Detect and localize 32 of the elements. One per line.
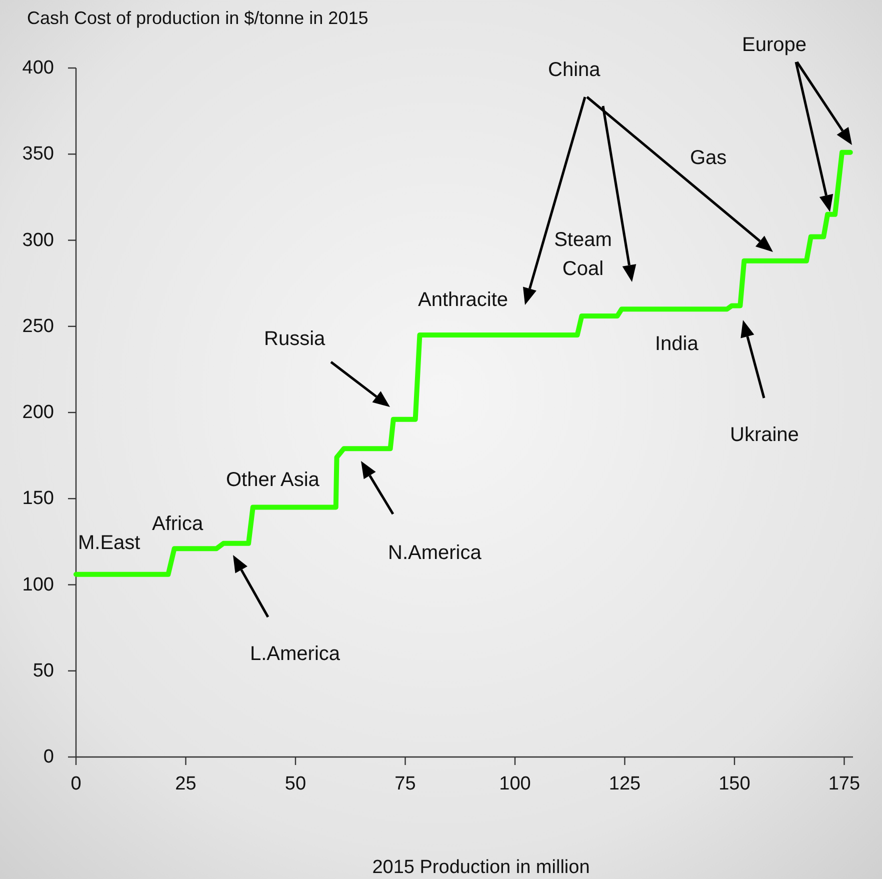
x-tick-label: 125 (608, 774, 641, 794)
annotation: Steam Coal (554, 229, 612, 280)
annotation: Other Asia (226, 469, 320, 491)
annotation: Anthracite (418, 289, 508, 311)
y-tick-label: 250 (22, 316, 54, 337)
y-tick-label: 50 (32, 660, 54, 682)
y-tick-label: 400 (22, 58, 54, 78)
x-tick-label: 50 (284, 774, 306, 794)
annotation: N.America (388, 542, 482, 564)
annotation: L.America (250, 643, 341, 665)
y-tick-label: 350 (22, 144, 54, 165)
x-tick-label: 75 (394, 774, 416, 794)
y-tick-label: 150 (22, 488, 54, 510)
x-tick-label: 0 (70, 774, 82, 794)
annotation: Ukraine (730, 424, 799, 446)
y-tick-label: 200 (22, 402, 54, 423)
annotation: M.East (78, 532, 141, 554)
x-tick-label: 175 (828, 774, 860, 794)
y-tick-label: 0 (43, 746, 54, 768)
annotation: Africa (152, 513, 204, 535)
x-tick-label: 25 (175, 774, 196, 794)
annotation: Russia (264, 328, 326, 350)
x-tick-label: 150 (718, 774, 750, 794)
y-tick-label: 100 (22, 574, 54, 596)
text: Europe (742, 34, 806, 56)
chart-title: Cash Cost of production in $/tonne in 2015 (27, 8, 368, 28)
annotation: India (655, 333, 700, 355)
annotation: Gas (690, 147, 727, 169)
annotation: China (548, 59, 602, 81)
y-tick-label: 300 (22, 230, 54, 251)
x-axis-title: 2015 Production in million (372, 857, 590, 878)
x-tick-label: 100 (499, 774, 531, 794)
